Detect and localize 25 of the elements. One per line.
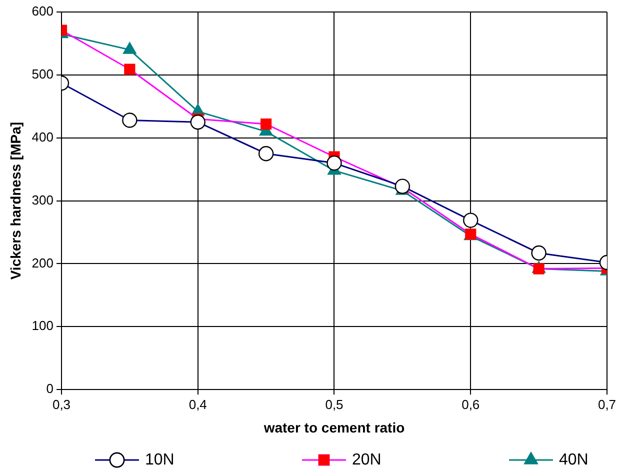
x-tick-label: 0,5 [325, 396, 344, 412]
point [531, 245, 546, 261]
x-tick-label: 0,4 [188, 396, 207, 412]
point [326, 155, 342, 171]
y-tick-label: 100 [32, 318, 54, 334]
point [533, 263, 544, 274]
x-tick-label: 0,3 [52, 396, 71, 412]
point [260, 118, 272, 130]
x-tick-label: 0,7 [598, 396, 616, 412]
y-tick-label: 0 [46, 381, 54, 396]
legend-label: 10N [145, 451, 174, 468]
y-tick-label: 300 [32, 192, 54, 208]
point [124, 64, 136, 75]
y-tick-label: 400 [32, 129, 54, 144]
x-axis-title: water to cement ratio [262, 419, 405, 436]
y-tick-label: 500 [32, 66, 54, 82]
y-tick-label: 200 [32, 255, 54, 270]
legend-label: 40N [559, 451, 588, 468]
legend-label: 20N [352, 451, 382, 468]
y-axis-title: Vickers hardness [MPa] [7, 122, 24, 280]
x-tick-label: 0,6 [462, 396, 480, 412]
point [463, 212, 478, 228]
y-tick-label: 600 [32, 4, 54, 19]
point [258, 146, 274, 162]
point [190, 114, 206, 130]
